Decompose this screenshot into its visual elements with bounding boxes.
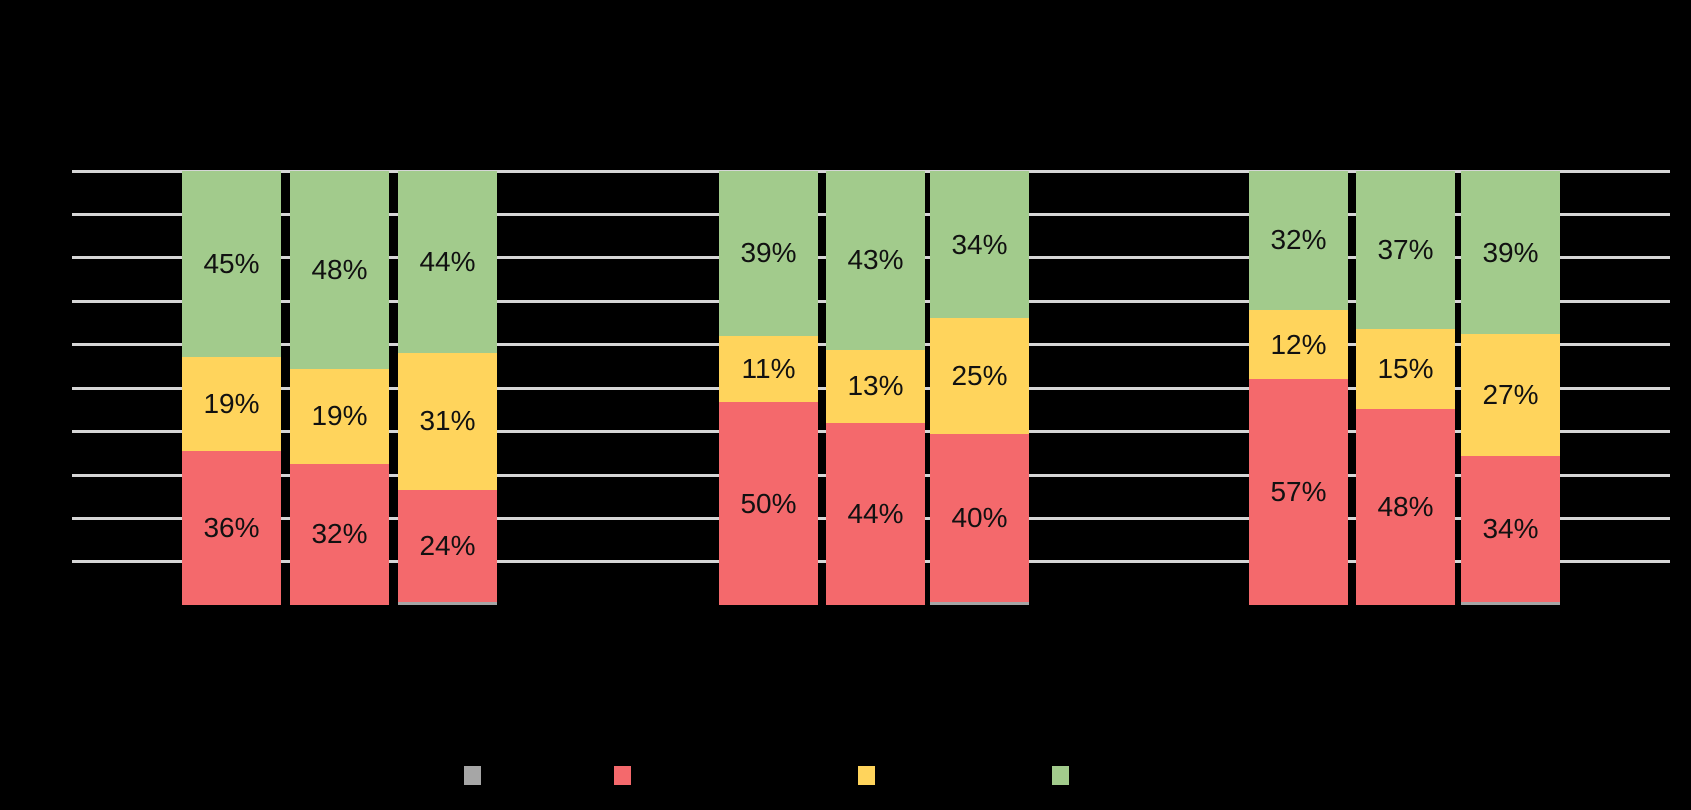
segment-label: 25% [951,359,1008,391]
legend-swatch-red [614,766,631,785]
bar-group1-1: 45% 19% 36% [182,171,281,605]
bar-segment-green: 32% [1249,171,1348,310]
segment-label: 34% [951,228,1008,260]
segment-label: 48% [311,253,368,285]
bar-segment-yellow: 19% [182,356,281,451]
bar-segment-yellow: 25% [930,318,1029,434]
segment-label: 39% [1482,236,1539,268]
segment-label: 31% [419,405,476,437]
segment-label: 37% [1377,233,1434,265]
segment-label: 24% [419,529,476,561]
bar-segment-yellow: 27% [1461,334,1560,456]
segment-label: 48% [1377,491,1434,522]
bar-segment-green: 39% [1461,171,1560,335]
bar-segment-red: 48% [1356,409,1455,605]
bar-segment-green: 34% [930,171,1029,318]
bar-segment-red: 34% [1461,455,1560,602]
bar-segment-red: 40% [930,433,1029,602]
legend-swatch-yellow [858,766,875,785]
bar-group1-2: 48% 19% 32% [290,171,389,605]
segment-label: 40% [951,501,1008,533]
bar-segment-green: 45% [182,171,281,357]
bar-segment-green: 37% [1356,171,1455,329]
segment-label: 39% [740,237,797,269]
bar-segment-green: 39% [719,171,818,336]
bar-group2-1: 39% 11% 50% [719,171,818,605]
segment-label: 13% [847,370,904,402]
bar-segment-red: 57% [1249,379,1348,605]
bar-segment-green: 44% [398,171,497,353]
bar-segment-gray [398,601,497,605]
segment-label: 34% [1482,512,1539,544]
bar-segment-green: 43% [826,171,925,350]
bar-group3-2: 37% 15% 48% [1356,171,1455,605]
segment-label: 44% [419,246,476,277]
segment-label: 19% [203,387,260,419]
bar-group1-3: 44% 31% 24% [398,171,497,605]
segment-label: 19% [311,400,368,432]
segment-label: 57% [1270,476,1327,508]
bar-segment-yellow: 15% [1356,328,1455,409]
bar-group2-3: 34% 25% 40% [930,171,1029,605]
bar-segment-red: 36% [182,451,281,605]
segment-label: 43% [847,244,904,276]
segment-label: 36% [203,512,260,543]
segment-label: 12% [1270,328,1327,360]
bar-segment-red: 32% [290,463,389,605]
bar-segment-yellow: 11% [719,335,818,402]
legend-swatch-green [1052,766,1069,785]
bar-segment-yellow: 13% [826,349,925,423]
legend-swatch-gray [464,766,481,785]
bar-segment-red: 50% [719,402,818,605]
bar-segment-yellow: 31% [398,353,497,490]
bar-segment-gray [1461,601,1560,606]
bar-segment-red: 24% [398,489,497,602]
bar-segment-red: 44% [826,423,925,605]
bar-group3-1: 32% 12% 57% [1249,171,1348,605]
segment-label: 27% [1482,378,1539,410]
bar-group3-3: 39% 27% 34% [1461,171,1560,606]
segment-label: 32% [311,518,368,550]
segment-label: 32% [1270,224,1327,256]
segment-label: 11% [741,352,796,384]
bar-segment-yellow: 12% [1249,309,1348,380]
segment-label: 44% [847,498,904,529]
segment-label: 45% [203,247,260,279]
bar-segment-gray [930,601,1029,605]
bar-segment-green: 48% [290,171,389,369]
segment-label: 50% [740,487,797,519]
bar-group2-2: 43% 13% 44% [826,171,925,605]
segment-label: 15% [1377,352,1434,384]
bar-segment-yellow: 19% [290,368,389,464]
